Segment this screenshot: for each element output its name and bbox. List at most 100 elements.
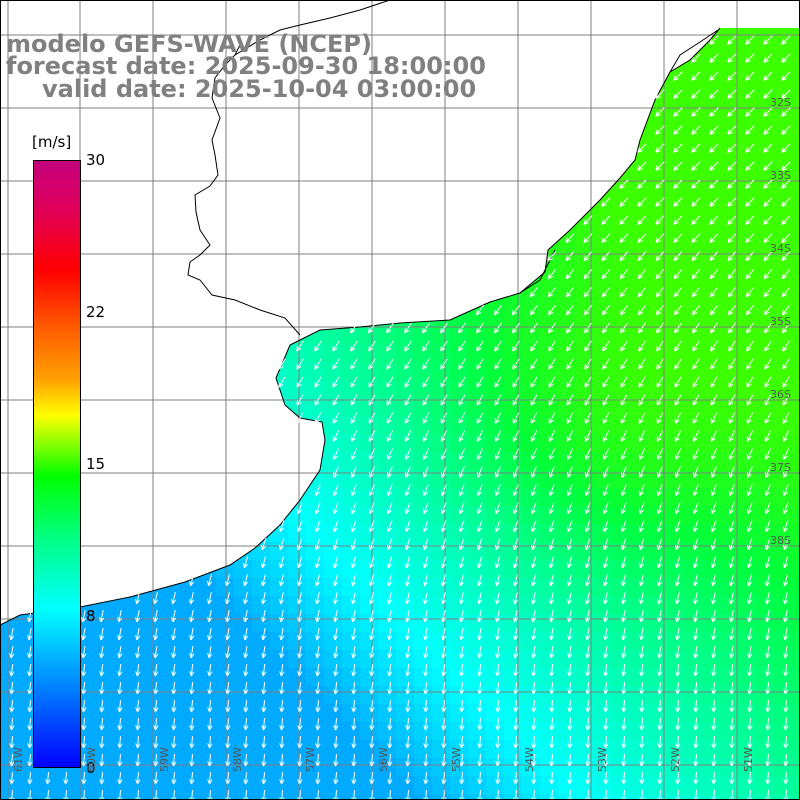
speed-cell [396, 452, 415, 471]
colorbar-tick-30: 30 [86, 151, 106, 169]
speed-cell [558, 398, 577, 417]
speed-cell [558, 416, 577, 435]
speed-cell [0, 668, 19, 687]
speed-cell [774, 236, 793, 255]
wind-arrow [781, 143, 791, 153]
speed-cell [342, 524, 361, 543]
wind-arrow [440, 340, 448, 352]
speed-cell [288, 686, 307, 705]
wind-arrow [368, 430, 376, 442]
speed-cell [666, 74, 685, 93]
wind-arrow [656, 412, 664, 424]
speed-cell [684, 596, 703, 615]
wind-arrow [351, 717, 357, 731]
speed-cell [126, 632, 145, 651]
wind-arrow [656, 502, 663, 514]
speed-cell [468, 704, 487, 723]
wind-arrow [765, 592, 771, 605]
wind-arrow [567, 663, 573, 677]
speed-cell [666, 506, 685, 525]
speed-cell [468, 434, 487, 453]
speed-cell [594, 650, 613, 669]
speed-cell [468, 380, 487, 399]
speed-cell [270, 740, 289, 759]
speed-cell [720, 28, 739, 39]
speed-cell [414, 776, 433, 795]
speed-cell [252, 740, 271, 759]
wind-arrow [583, 304, 592, 316]
wind-arrow [440, 376, 448, 388]
wind-arrow [585, 592, 591, 605]
speed-cell [432, 596, 451, 615]
speed-cell [756, 272, 775, 291]
speed-cell [774, 614, 793, 633]
speed-cell [162, 758, 181, 777]
wind-arrow [459, 592, 465, 605]
speed-cell [522, 560, 541, 579]
speed-cell [450, 704, 469, 723]
speed-cell [396, 488, 415, 507]
speed-cell [270, 668, 289, 687]
wind-arrow [422, 358, 430, 370]
speed-cell [702, 650, 721, 669]
wind-arrow [512, 466, 519, 478]
wind-arrow [764, 520, 771, 533]
speed-cell [450, 776, 469, 795]
speed-cell [576, 506, 595, 525]
wind-arrow [189, 610, 195, 623]
wind-arrow [765, 753, 771, 767]
wind-arrow [584, 448, 591, 460]
wind-arrow [81, 610, 87, 623]
wind-arrow [189, 681, 195, 695]
speed-cell [612, 326, 631, 345]
wind-arrow [512, 430, 520, 442]
wind-arrow [422, 502, 429, 514]
speed-cell [792, 506, 800, 525]
speed-cell [684, 506, 703, 525]
wind-arrow [296, 502, 303, 514]
speed-cell [180, 722, 199, 741]
wind-arrow [565, 304, 574, 316]
speed-cell [648, 560, 667, 579]
speed-cell [468, 632, 487, 651]
speed-cell [720, 362, 739, 381]
speed-cell [432, 704, 451, 723]
wind-arrow [243, 771, 249, 785]
wind-arrow [637, 251, 647, 262]
wind-arrow [368, 448, 375, 460]
wind-arrow [674, 358, 682, 370]
speed-cell [162, 722, 181, 741]
wind-arrow [350, 412, 358, 424]
speed-cell [558, 308, 577, 327]
wind-arrow [494, 430, 502, 442]
wind-arrow [675, 610, 681, 623]
wind-arrow [405, 592, 411, 605]
wind-arrow [333, 771, 339, 785]
wind-arrow [745, 143, 755, 153]
speed-cell [0, 740, 19, 759]
wind-arrow [332, 430, 340, 442]
speed-cell [774, 398, 793, 417]
wind-arrow [728, 448, 735, 460]
wind-arrow [729, 592, 735, 605]
speed-cell [288, 758, 307, 777]
wind-arrow [225, 717, 231, 731]
wind-arrow [405, 645, 411, 659]
speed-cell [198, 686, 217, 705]
speed-cell [666, 380, 685, 399]
wind-arrow [351, 592, 357, 605]
speed-cell [756, 200, 775, 219]
speed-cell [90, 668, 109, 687]
wind-arrow [781, 53, 791, 63]
speed-cell [450, 578, 469, 597]
speed-cell [738, 200, 757, 219]
speed-cell [288, 362, 307, 381]
speed-cell [648, 362, 667, 381]
wind-arrow [764, 484, 771, 496]
wind-arrow [386, 466, 393, 478]
speed-cell [666, 542, 685, 561]
wind-arrow [657, 645, 663, 659]
wind-arrow [656, 322, 664, 334]
speed-cell [414, 542, 433, 561]
speed-cell [432, 758, 451, 777]
